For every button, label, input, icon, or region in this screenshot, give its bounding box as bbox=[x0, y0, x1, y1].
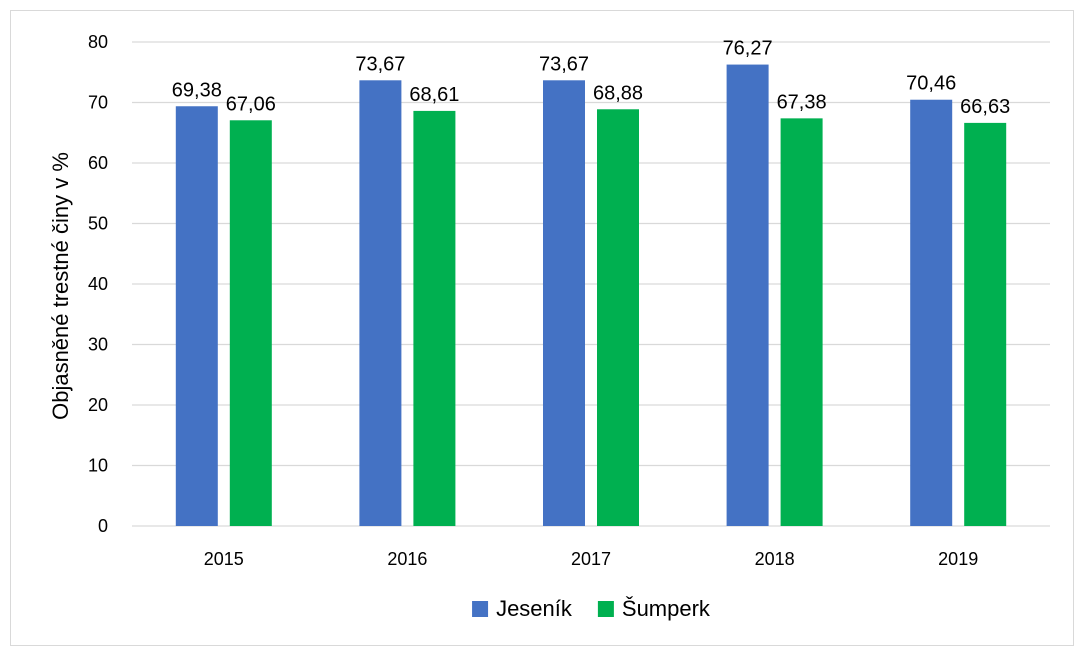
y-tick-label: 60 bbox=[88, 153, 108, 173]
bar-jeseník-2015 bbox=[175, 106, 218, 526]
data-label: 67,38 bbox=[777, 91, 827, 113]
y-axis-ticks: 0 10 20 30 40 50 60 70 80 bbox=[88, 32, 108, 536]
data-labels: 69,3867,0673,6768,6173,6768,8876,2767,38… bbox=[172, 38, 1010, 118]
data-label: 66,63 bbox=[960, 96, 1010, 118]
y-tick-label: 10 bbox=[88, 456, 108, 476]
x-tick-label: 2018 bbox=[755, 549, 795, 569]
data-label: 67,06 bbox=[226, 93, 276, 115]
bar-šumperk-2015 bbox=[229, 120, 272, 527]
x-axis-ticks: 2015 2016 2017 2018 2019 bbox=[204, 549, 978, 569]
y-tick-label: 20 bbox=[88, 395, 108, 415]
data-label: 68,88 bbox=[593, 82, 643, 104]
y-axis-title: Objasněné trestné činy v % bbox=[48, 152, 73, 420]
data-label: 76,27 bbox=[723, 38, 773, 60]
data-label: 73,67 bbox=[355, 53, 405, 75]
data-label: 70,46 bbox=[906, 73, 956, 95]
bars bbox=[175, 64, 1007, 527]
bar-jeseník-2017 bbox=[543, 80, 585, 526]
bar-šumperk-2016 bbox=[413, 110, 456, 527]
y-tick-label: 30 bbox=[88, 335, 108, 355]
legend-label: Šumperk bbox=[622, 596, 711, 621]
x-tick-label: 2019 bbox=[938, 549, 978, 569]
x-tick-label: 2016 bbox=[387, 549, 427, 569]
y-tick-label: 50 bbox=[88, 214, 108, 234]
data-label: 73,67 bbox=[539, 53, 589, 75]
x-tick-label: 2015 bbox=[204, 549, 244, 569]
legend-item: Jeseník bbox=[472, 596, 573, 621]
data-label: 68,61 bbox=[409, 84, 459, 106]
gridlines bbox=[132, 41, 1050, 527]
bar-šumperk-2017 bbox=[597, 109, 639, 526]
y-tick-label: 70 bbox=[88, 93, 108, 113]
data-label: 69,38 bbox=[172, 79, 222, 101]
bar-jeseník-2016 bbox=[359, 80, 402, 526]
bar-jeseník-2019 bbox=[910, 99, 953, 526]
y-tick-label: 0 bbox=[98, 516, 108, 536]
legend: Jeseník Šumperk bbox=[472, 596, 711, 621]
bar-šumperk-2019 bbox=[964, 122, 1007, 527]
bar-jeseník-2018 bbox=[726, 64, 769, 526]
legend-swatch bbox=[597, 601, 614, 617]
bar-šumperk-2018 bbox=[780, 118, 823, 526]
legend-item: Šumperk bbox=[597, 596, 711, 621]
y-tick-label: 80 bbox=[88, 32, 108, 52]
x-tick-label: 2017 bbox=[571, 549, 611, 569]
legend-swatch bbox=[472, 601, 489, 617]
y-tick-label: 40 bbox=[88, 274, 108, 294]
legend-label: Jeseník bbox=[496, 596, 573, 621]
